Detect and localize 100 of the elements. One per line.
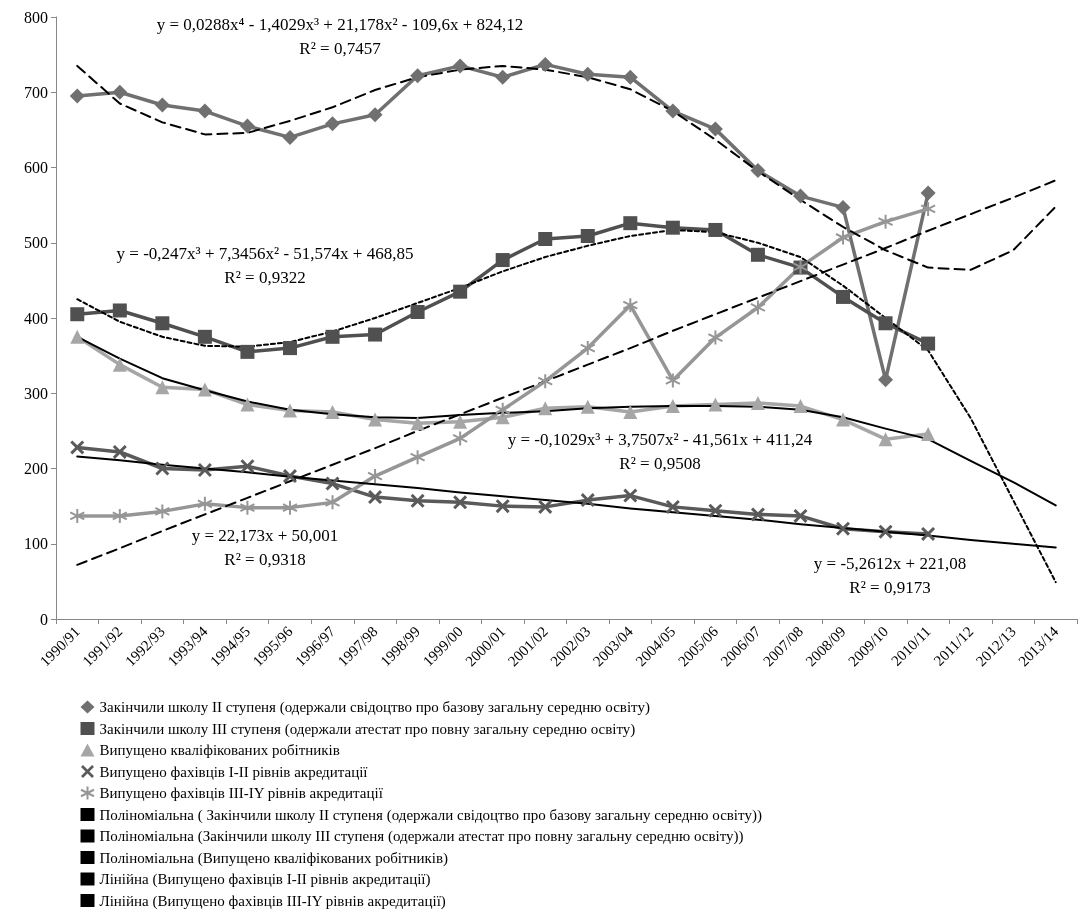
point (154, 97, 170, 113)
point (112, 303, 127, 318)
legend-label: Випущено фахівців I-II рівнів акредитації (99, 763, 369, 780)
point (155, 316, 170, 331)
point (112, 444, 127, 459)
y-tick-label: 600 (24, 159, 48, 176)
point (537, 373, 554, 390)
y-tick-label: 0 (40, 610, 48, 628)
point (197, 382, 212, 397)
point (623, 488, 638, 503)
point (708, 397, 723, 412)
point (495, 253, 510, 268)
point (623, 405, 638, 420)
point (495, 499, 510, 514)
point (750, 163, 766, 179)
point (921, 336, 936, 351)
point (580, 66, 596, 82)
point (155, 380, 170, 395)
annotation: y = -0,1029x³ + 3,7507x² - 41,561x + 411,24 R² = 0,9508 (507, 429, 813, 473)
y-tick-label: 200 (24, 460, 48, 477)
annotation: y = -5,2612x + 221,08 R² = 0,9173 (813, 553, 967, 597)
point (538, 401, 553, 416)
point (537, 56, 553, 72)
legend-label: Лінійна (Випущено фахівців III-IY рівнів акредитації) (99, 892, 446, 910)
point (69, 507, 86, 524)
point (70, 329, 85, 344)
y-tick-label: 300 (24, 384, 48, 402)
point (154, 503, 171, 520)
point (325, 329, 340, 344)
point (197, 329, 212, 344)
legend-label: Лінійна (Випущено фахівців I-II рівнів акредитації) (99, 871, 431, 888)
point (878, 432, 893, 447)
point (792, 188, 808, 204)
point (793, 399, 808, 414)
point (622, 297, 639, 314)
point (197, 103, 213, 119)
legend-label: Закінчили школу II ступеня (одержали свідоцтво про базову загальну середню освіту) (99, 699, 650, 716)
point (410, 304, 425, 319)
point (240, 459, 255, 474)
point (70, 440, 85, 455)
point (282, 403, 297, 418)
point (750, 247, 765, 262)
y-tick-label: 800 (24, 8, 48, 26)
point (921, 426, 936, 441)
y-tick-label: 100 (24, 535, 48, 553)
point (835, 229, 852, 246)
point (368, 490, 383, 505)
point (325, 476, 340, 491)
point (494, 401, 511, 418)
point (112, 357, 127, 372)
point (239, 118, 255, 134)
point (111, 507, 128, 524)
legend-label: Поліноміальна (Випущено кваліфікованих робітників) (99, 849, 449, 867)
point (453, 495, 468, 510)
legend-label: Поліноміальна ( Закінчили школу II ступеня (одержали свідоцтво про базову загальну середню освіту)) (99, 806, 762, 824)
point (665, 220, 680, 235)
point (580, 493, 595, 508)
point (708, 503, 723, 518)
point (877, 213, 894, 230)
point (282, 469, 297, 484)
annotation: y = -0,247x³ + 7,3456x² - 51,574x + 468,85 R² = 0,9322 (116, 243, 414, 287)
point (707, 121, 723, 137)
legend-label: Випущено фахівців III-IY рівнів акредитації (99, 785, 384, 801)
point (70, 307, 85, 322)
point (708, 222, 723, 237)
legend-label: Випущено кваліфікованих робітників (99, 742, 340, 758)
point (410, 416, 425, 431)
point (878, 316, 893, 331)
point (538, 231, 553, 246)
point (367, 468, 384, 485)
point (282, 341, 297, 356)
point (622, 69, 638, 85)
point (750, 396, 765, 411)
point (579, 340, 596, 357)
point (452, 58, 468, 74)
point (240, 397, 255, 412)
point (324, 494, 341, 511)
point (453, 284, 468, 299)
point (921, 526, 936, 541)
point (453, 414, 468, 429)
point (409, 449, 426, 466)
point (920, 200, 937, 217)
point (835, 199, 851, 215)
point (239, 499, 256, 516)
annotation: y = 0,0288x⁴ - 1,4029x³ + 21,178x² - 109,6x + 824,12 R² = 0,7457 (156, 14, 524, 58)
point (495, 69, 511, 85)
point (920, 185, 936, 201)
annotation: y = 22,173x + 50,001 R² = 0,9318 (191, 525, 339, 569)
point (793, 508, 808, 523)
point (325, 116, 341, 132)
point (368, 327, 383, 342)
point (836, 412, 851, 427)
point (112, 84, 128, 100)
point (836, 521, 851, 536)
point (196, 495, 213, 512)
point (665, 103, 681, 119)
point (580, 228, 595, 243)
y-tick-label: 400 (24, 309, 48, 327)
point (282, 129, 298, 145)
legend-label: Поліноміальна (Закінчили школу III ступеня (одержали атестат про повну загальну середню освіту)) (99, 828, 744, 845)
